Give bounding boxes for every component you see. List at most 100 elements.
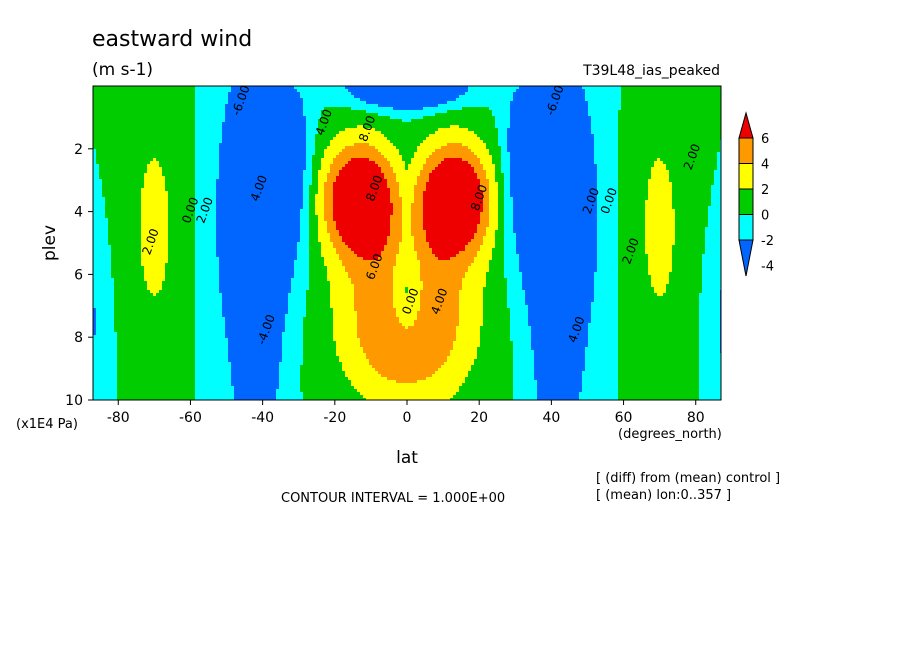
field-cell (99, 140, 103, 144)
field-cell (165, 251, 169, 255)
field-cell (183, 347, 187, 351)
field-cell (153, 380, 157, 384)
field-cell (183, 218, 187, 222)
field-cell (111, 155, 115, 159)
field-cell (144, 278, 148, 282)
field-cell (204, 197, 208, 201)
field-cell (147, 146, 151, 150)
field-cell (222, 167, 226, 171)
field-cell (135, 263, 139, 267)
field-cell (150, 281, 154, 285)
field-cell (99, 143, 103, 147)
field-cell (207, 308, 211, 312)
field-cell (129, 152, 133, 156)
field-cell (168, 329, 172, 333)
field-cell (123, 266, 127, 270)
field-cell (216, 326, 220, 330)
field-cell (213, 230, 217, 234)
field-cell (117, 269, 121, 273)
field-cell (231, 248, 235, 252)
field-cell (162, 191, 166, 195)
field-cell (207, 86, 211, 90)
field-cell (105, 200, 109, 204)
field-cell (123, 287, 127, 291)
field-cell (135, 383, 139, 387)
field-cell (210, 200, 214, 204)
field-cell (156, 380, 160, 384)
field-cell (162, 356, 166, 360)
field-cell (93, 212, 97, 216)
field-cell (132, 95, 136, 99)
field-cell (207, 395, 211, 399)
field-cell (219, 284, 223, 288)
field-cell (180, 302, 184, 306)
field-cell (117, 200, 121, 204)
field-cell (126, 362, 130, 366)
field-cell (228, 296, 232, 300)
field-cell (213, 305, 217, 309)
field-cell (93, 206, 97, 210)
field-cell (165, 104, 169, 108)
field-cell (180, 260, 184, 264)
field-cell (228, 188, 232, 192)
field-cell (99, 386, 103, 390)
field-cell (168, 134, 172, 138)
field-cell (126, 383, 130, 387)
field-cell (201, 122, 205, 126)
field-cell (144, 308, 148, 312)
field-cell (102, 257, 106, 261)
field-cell (219, 359, 223, 363)
field-cell (120, 179, 124, 183)
field-cell (213, 380, 217, 384)
field-cell (171, 332, 175, 336)
field-cell (162, 209, 166, 213)
field-cell (147, 296, 151, 300)
field-cell (177, 113, 181, 117)
field-cell (225, 347, 229, 351)
field-cell (165, 101, 169, 105)
field-cell (201, 95, 205, 99)
field-cell (123, 242, 127, 246)
field-cell (195, 107, 199, 111)
field-cell (114, 158, 118, 162)
field-cell (174, 254, 178, 258)
field-cell (198, 197, 202, 201)
field-cell (111, 92, 115, 96)
field-cell (159, 362, 163, 366)
field-cell (168, 236, 172, 240)
field-cell (153, 398, 157, 400)
field-cell (195, 113, 199, 117)
field-cell (141, 386, 145, 390)
field-cell (159, 254, 163, 258)
field-cell (99, 149, 103, 153)
field-cell (120, 92, 124, 96)
field-cell (171, 125, 175, 129)
field-cell (153, 200, 157, 204)
field-cell (174, 299, 178, 303)
field-cell (135, 386, 139, 390)
field-cell (105, 194, 109, 198)
field-cell (96, 299, 100, 303)
field-cell (231, 380, 235, 384)
field-cell (123, 248, 127, 252)
field-cell (99, 185, 103, 189)
field-cell (96, 191, 100, 195)
field-cell (102, 191, 106, 195)
field-cell (114, 122, 118, 126)
field-cell (231, 239, 235, 243)
field-cell (117, 272, 121, 276)
field-cell (120, 128, 124, 132)
field-cell (159, 95, 163, 99)
field-cell (168, 161, 172, 165)
field-cell (120, 311, 124, 315)
field-cell (228, 86, 232, 90)
field-cell (156, 257, 160, 261)
field-cell (189, 338, 193, 342)
field-cell (93, 245, 97, 249)
field-cell (213, 398, 217, 400)
field-cell (177, 164, 181, 168)
field-cell (123, 320, 127, 324)
field-cell (213, 395, 217, 399)
field-cell (123, 89, 127, 93)
field-cell (105, 116, 109, 120)
